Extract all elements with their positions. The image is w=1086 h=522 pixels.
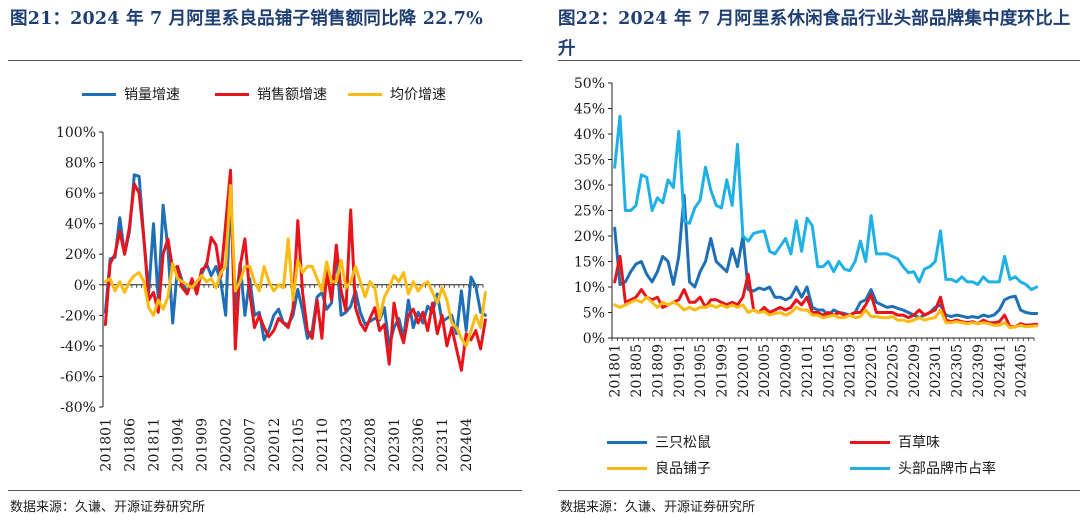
- right-x-tick-label: 202405: [1014, 344, 1030, 397]
- left-x-tick-label: 201806: [122, 418, 138, 472]
- left-x-tick-label: 202105: [291, 418, 307, 471]
- right-x-tick-label: 202205: [885, 344, 901, 397]
- right-y-tick-label: 45%: [574, 102, 605, 118]
- right-series-line-3: [613, 114, 1039, 292]
- right-x-tick-label: 202105: [821, 344, 837, 397]
- left-title-rule: [8, 60, 522, 61]
- right-legend-swatch-2: [607, 466, 647, 470]
- left-x-tick-label: 202311: [435, 418, 451, 471]
- right-x-tick-label: 202009: [779, 344, 795, 397]
- left-y-tick-label: 80%: [65, 156, 96, 172]
- right-figure: 图22：2024 年 7 月阿里系休闲食品行业头部品牌集中度环比上升 50% 45…: [550, 0, 1086, 522]
- left-line-chart: 100% 80% 60% 40% 20% 0% -20% -40% -60% -80%201801…: [56, 125, 487, 472]
- left-source-note: 数据来源：久谦、开源证券研究所: [10, 500, 206, 515]
- left-x-tick-label: 202208: [363, 418, 379, 471]
- left-legend-swatch-1: [215, 92, 249, 96]
- left-x-tick-label: 201811: [147, 418, 163, 471]
- left-legend-label-2: 均价增速: [390, 87, 446, 103]
- right-x-tick-label: 202309: [971, 344, 987, 397]
- right-series-line-2: [613, 295, 1039, 330]
- left-y-tick-label: -40%: [60, 339, 96, 355]
- right-line-chart: 50% 45% 40% 35% 30% 25% 20% 15% 10% 5% 0%201801 201…: [574, 76, 1039, 397]
- left-figure: 图21：2024 年 7 月阿里系良品铺子销售额同比降 22.7% 销量增速 销…: [0, 0, 528, 522]
- left-legend-swatch-2: [348, 92, 382, 96]
- left-legend-label-1: 销售额增速: [257, 87, 327, 103]
- left-y-tick-label: 20%: [65, 247, 96, 263]
- right-legend-swatch-0: [607, 440, 647, 444]
- right-x-tick-label: 202005: [757, 344, 773, 397]
- left-x-tick-label: 202012: [267, 418, 283, 471]
- left-y-tick-label: 60%: [65, 186, 96, 202]
- left-legend-item-0: 销量增速: [82, 84, 180, 104]
- right-legend-label-0: 三只松鼠: [655, 435, 711, 451]
- left-legend-swatch-0: [82, 92, 116, 96]
- right-legend-item-0: 三只松鼠: [607, 432, 711, 452]
- left-x-tick-label: 202301: [387, 418, 403, 471]
- left-footer-rule: [8, 490, 522, 491]
- right-legend-item-2: 良品铺子: [607, 458, 711, 478]
- right-x-tick-label: 201901: [672, 344, 688, 397]
- right-legend-item-3: 头部品牌市占率: [850, 458, 996, 478]
- left-y-tick-label: -20%: [60, 308, 96, 324]
- right-x-tick-label: 201801: [608, 344, 624, 397]
- right-x-tick-label: 201909: [715, 344, 731, 397]
- right-title-rule: [558, 60, 1080, 61]
- left-legend-item-1: 销售额增速: [215, 84, 327, 104]
- right-y-tick-label: 5%: [583, 306, 605, 322]
- right-footer-rule: [558, 490, 1080, 491]
- right-y-tick-label: 40%: [574, 127, 605, 143]
- left-legend-item-2: 均价增速: [348, 84, 446, 104]
- right-x-tick-label: 202109: [843, 344, 859, 397]
- right-y-tick-label: 15%: [574, 255, 605, 271]
- left-y-tick-label: 0%: [74, 278, 96, 294]
- right-y-tick-label: 50%: [574, 76, 605, 92]
- right-x-tick-label: 202301: [928, 344, 944, 397]
- left-x-tick-label: 202306: [411, 418, 427, 472]
- left-y-tick-label: 40%: [65, 217, 96, 233]
- right-legend-label-3: 头部品牌市占率: [898, 461, 996, 477]
- right-x-tick-label: 202001: [736, 344, 752, 397]
- right-x-tick-label: 201805: [629, 344, 645, 397]
- right-y-tick-label: 35%: [574, 153, 605, 169]
- left-x-tick-label: 202203: [339, 418, 355, 471]
- right-y-tick-label: 20%: [574, 229, 605, 245]
- right-legend-swatch-1: [850, 440, 890, 444]
- right-legend-item-1: 百草味: [850, 432, 940, 452]
- right-y-tick-label: 10%: [574, 280, 605, 296]
- left-x-tick-label: 201801: [98, 418, 114, 471]
- right-y-tick-label: 30%: [574, 178, 605, 194]
- left-series-line-2: [103, 184, 487, 348]
- right-x-tick-label: 201809: [650, 344, 666, 397]
- right-legend-label-1: 百草味: [898, 435, 940, 451]
- left-figure-title: 图21：2024 年 7 月阿里系良品铺子销售额同比降 22.7%: [10, 9, 483, 29]
- right-y-tick-label: 0%: [583, 331, 605, 347]
- right-x-tick-label: 202305: [950, 344, 966, 397]
- left-legend-label-0: 销量增速: [124, 87, 180, 103]
- right-x-tick-label: 201905: [693, 344, 709, 397]
- right-figure-title: 图22：2024 年 7 月阿里系休闲食品行业头部品牌集中度环比上升: [558, 9, 1071, 59]
- right-legend-label-2: 良品铺子: [655, 461, 711, 477]
- left-series-line-0: [103, 173, 487, 348]
- right-x-tick-label: 202209: [907, 344, 923, 397]
- right-source-note: 数据来源：久谦、开源证券研究所: [560, 500, 756, 515]
- left-series-line-1: [103, 168, 487, 372]
- left-x-tick-label: 202007: [243, 418, 259, 471]
- right-y-tick-label: 25%: [574, 204, 605, 220]
- left-y-tick-label: -80%: [60, 400, 96, 416]
- left-x-tick-label: 201904: [171, 418, 187, 472]
- left-x-tick-label: 201909: [195, 418, 211, 471]
- right-x-tick-label: 202401: [992, 344, 1008, 397]
- right-x-tick-label: 202101: [800, 344, 816, 397]
- left-x-tick-label: 202002: [219, 418, 235, 471]
- right-x-tick-label: 202201: [864, 344, 880, 397]
- left-y-tick-label: -60%: [60, 369, 96, 385]
- right-legend-swatch-3: [850, 466, 890, 470]
- left-x-tick-label: 202110: [315, 418, 331, 471]
- left-y-tick-label: 100%: [56, 125, 96, 141]
- left-x-tick-label: 202404: [459, 418, 475, 472]
